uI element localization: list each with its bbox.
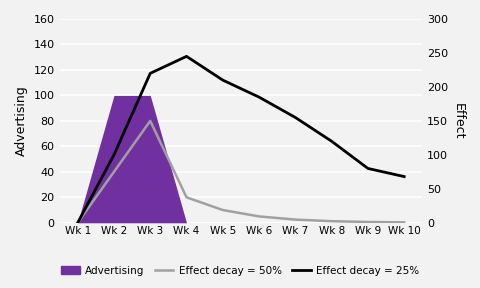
Y-axis label: Advertising: Advertising — [15, 86, 28, 156]
Legend: Advertising, Effect decay = 50%, Effect decay = 25%: Advertising, Effect decay = 50%, Effect … — [57, 262, 423, 280]
Y-axis label: Effect: Effect — [452, 103, 465, 139]
